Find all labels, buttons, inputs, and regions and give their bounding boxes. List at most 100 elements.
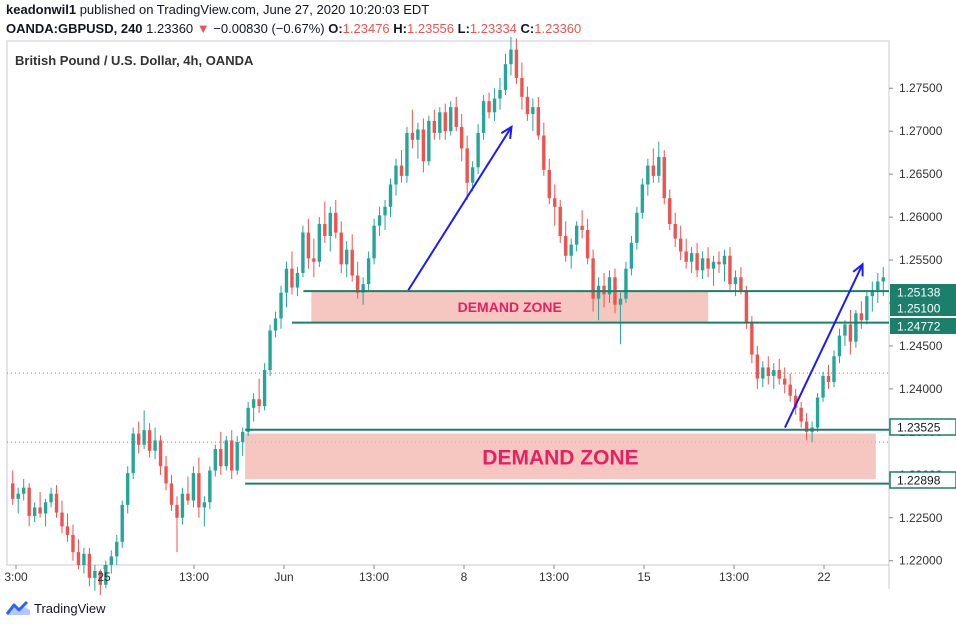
candle [711,255,716,286]
candle-body [602,285,606,295]
candle [728,247,732,291]
candle-body [465,148,469,183]
candle [399,150,404,183]
candle-body [646,165,650,185]
candle [520,62,524,110]
candle-body [487,101,491,113]
trend-arrow[interactable] [407,124,513,291]
candle [87,547,92,587]
open-value: 1.23476 [342,21,390,36]
candle-body [126,473,130,505]
candle-body [388,184,393,207]
candle [131,427,135,480]
candle-body [799,407,803,422]
candle [416,122,420,159]
candle [602,272,606,308]
candle [668,189,672,230]
candle-body [60,512,64,527]
candle-body [558,206,562,236]
candle [531,98,535,132]
candle-body [93,571,97,578]
price-axis-label: 1.22898 [889,471,956,489]
candle [251,393,256,422]
candle [27,483,31,527]
candle-body [870,290,875,297]
candle-body [317,223,322,262]
candle [355,261,360,299]
candle [542,122,546,176]
candle-body [706,258,710,269]
candle [832,350,836,388]
candle [38,491,42,518]
candle-body [657,156,661,176]
y-tick-label: 1.22000 [899,554,943,568]
candle [684,238,688,269]
tradingview-logo[interactable]: TradingView [6,598,106,618]
candle [755,345,760,389]
author-name[interactable]: keadonwil1 [6,2,77,17]
trend-arrow[interactable] [784,262,864,428]
symbol-label: OANDA:GBPUSD, 240 [6,21,143,36]
candle [109,550,113,574]
candle [279,285,283,329]
candle-body [306,232,311,259]
candle [624,261,628,303]
candle-body [728,255,732,285]
price-axis-label: 1.24772 [890,318,956,334]
demand-zone-rect[interactable] [245,433,876,480]
candle [799,401,803,428]
candle-body [624,268,628,299]
candle [454,96,458,132]
candle-body [290,268,294,288]
candle [876,272,880,303]
chart-title: British Pound / U.S. Dollar, 4h, OANDA [15,53,254,68]
candle-body [295,272,300,288]
candle-body [361,284,365,293]
candle-body [32,507,37,517]
candle-body [503,64,508,90]
candle [235,436,239,475]
candle-body [383,206,387,216]
candle-body [136,433,141,445]
candle [377,206,382,236]
candle-body [104,565,108,585]
x-tick-label: 13:00 [179,570,209,584]
ohlc-line: OANDA:GBPUSD, 240 1.23360 ▼ −0.00830 (−0… [6,21,581,36]
candle [164,455,168,491]
candle-body [668,198,672,224]
candle [65,513,70,542]
candle [421,118,426,173]
x-tick-label: 13:00 [539,570,569,584]
candle [295,266,300,297]
candle [574,221,579,252]
candle-body [147,430,152,451]
candle-body [82,553,86,565]
candle [678,225,683,261]
candle [717,251,721,273]
candle-body [695,253,699,271]
candle [804,412,809,441]
candle [788,373,792,402]
demand-zone-rect[interactable] [311,291,709,323]
price-label-bg [890,318,956,334]
candle-body [432,120,437,133]
price-axis-label: 1.23525 [889,418,956,436]
candle-body [197,473,201,508]
candle [186,476,190,505]
candle [821,371,825,402]
candle [509,36,513,76]
candle-body [131,433,135,474]
candle-body [514,49,519,78]
candle-body [772,370,776,377]
candle [569,238,573,269]
candle-body [115,541,119,557]
candle-body [230,440,234,471]
candle-body [27,487,31,517]
candle [427,115,431,166]
candle [257,378,261,413]
candle-body [553,198,557,207]
candle [662,150,666,205]
candle [366,251,371,291]
candle-body [618,298,623,305]
